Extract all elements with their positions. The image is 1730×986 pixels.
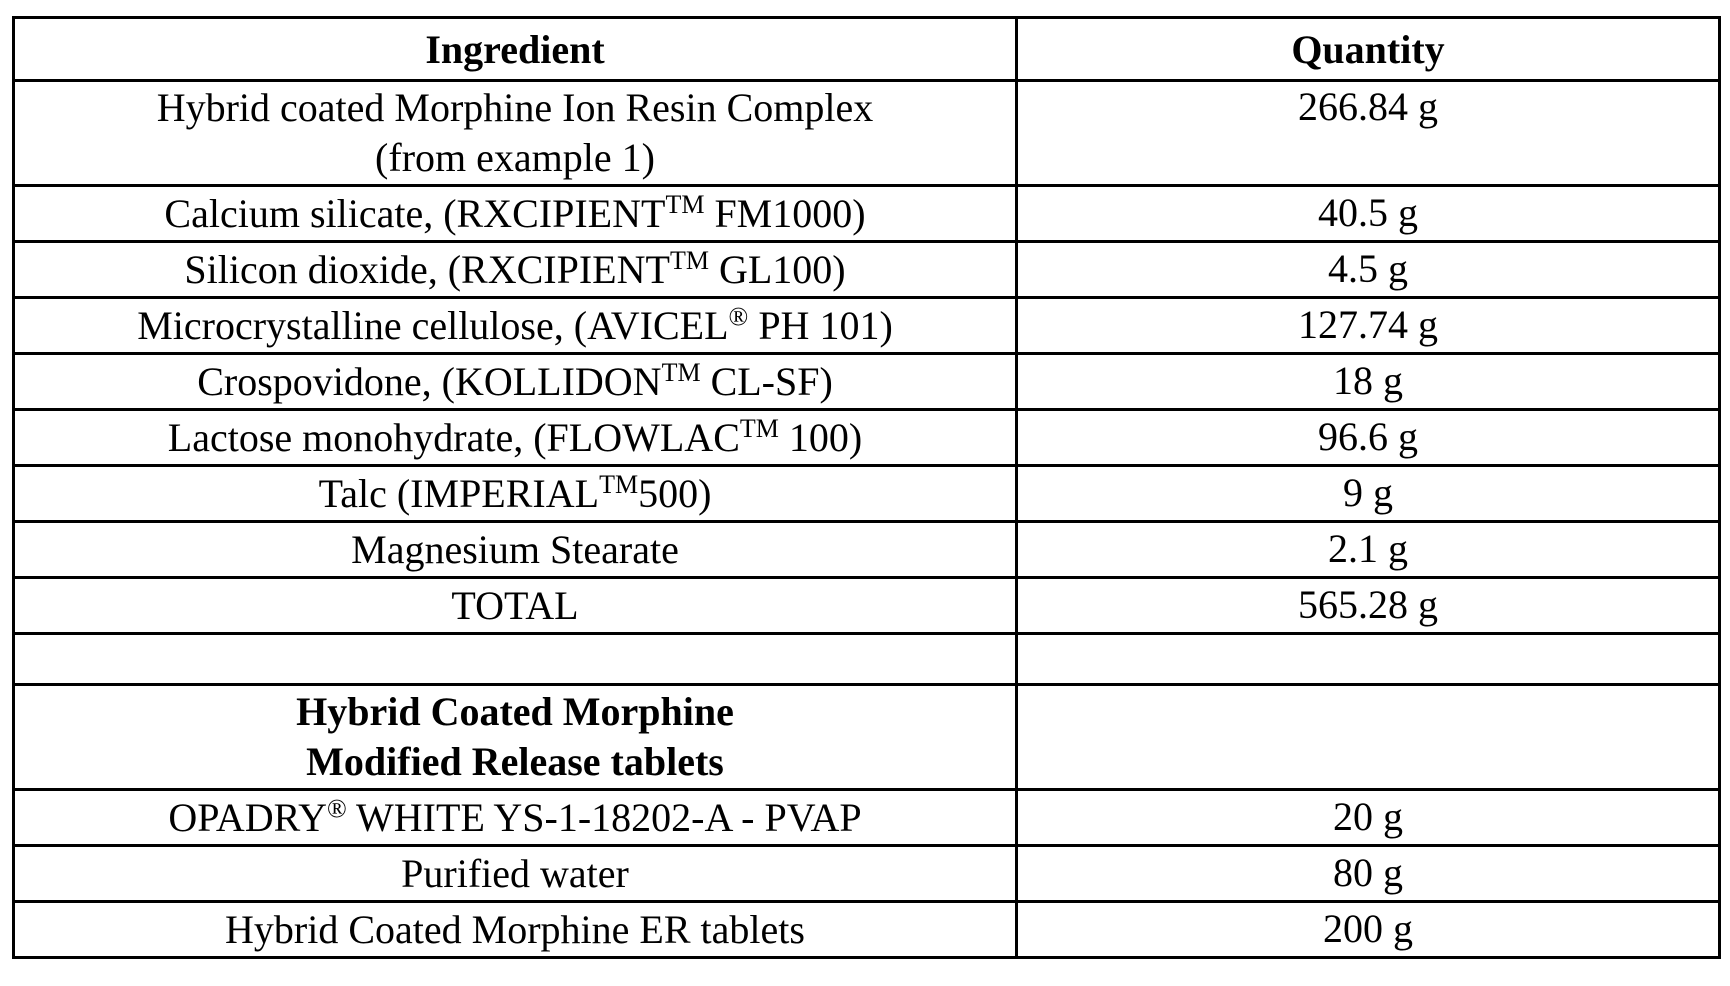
quantity-cell: 18 g (1015, 352, 1721, 411)
table-row: Microcrystalline cellulose, (AVICEL® PH … (12, 296, 1721, 355)
ingredient-cell: Magnesium Stearate (12, 520, 1018, 579)
quantity-cell: 127.74 g (1015, 296, 1721, 355)
trademark-mark: TM (599, 469, 639, 499)
ingredient-text: PH 101) (748, 302, 893, 348)
ingredient-text: Microcrystalline cellulose, (AVICEL (137, 302, 729, 348)
quantity-cell: 80 g (1015, 844, 1721, 903)
table-row: Purified water 80 g (12, 844, 1721, 903)
quantity-cell (1015, 632, 1721, 686)
quantity-cell: 2.1 g (1015, 520, 1721, 579)
trademark-mark: TM (739, 413, 779, 443)
table-header-row: Ingredient Quantity (12, 16, 1721, 82)
quantity-cell (1015, 683, 1721, 791)
ingredient-cell: Calcium silicate, (RXCIPIENTTM FM1000) (12, 184, 1018, 243)
quantity-cell: 40.5 g (1015, 184, 1721, 243)
ingredient-text: Silicon dioxide, (RXCIPIENT (184, 246, 670, 292)
table-row: Silicon dioxide, (RXCIPIENTTM GL100) 4.5… (12, 240, 1721, 299)
ingredient-cell: Microcrystalline cellulose, (AVICEL® PH … (12, 296, 1018, 355)
table-row: Hybrid Coated Morphine ER tablets 200 g (12, 900, 1721, 959)
ingredient-cell: Crospovidone, (KOLLIDONTM CL-SF) (12, 352, 1018, 411)
section-heading-line: Hybrid Coated Morphine (296, 689, 734, 734)
header-quantity: Quantity (1015, 16, 1721, 82)
quantity-cell: 9 g (1015, 464, 1721, 523)
table-row: Calcium silicate, (RXCIPIENTTM FM1000) 4… (12, 184, 1721, 243)
trademark-mark: TM (661, 357, 701, 387)
table-row: Hybrid coated Morphine Ion Resin Complex… (12, 79, 1721, 187)
ingredient-cell: Hybrid Coated Morphine ER tablets (12, 900, 1018, 959)
total-quantity-cell: 565.28 g (1015, 576, 1721, 635)
ingredient-text: Calcium silicate, (RXCIPIENT (164, 190, 666, 236)
ingredient-text: GL100) (708, 246, 846, 292)
table-row: Lactose monohydrate, (FLOWLACTM 100) 96.… (12, 408, 1721, 467)
section-heading-cell: Hybrid Coated Morphine Modified Release … (12, 683, 1018, 791)
quantity-cell: 4.5 g (1015, 240, 1721, 299)
table-row: Magnesium Stearate 2.1 g (12, 520, 1721, 579)
ingredient-line: Hybrid coated Morphine Ion Resin Complex (156, 85, 874, 130)
ingredient-cell: OPADRY® WHITE YS-1-18202-A - PVAP (12, 788, 1018, 847)
total-label-cell: TOTAL (12, 576, 1018, 635)
quantity-cell: 20 g (1015, 788, 1721, 847)
ingredient-text: CL-SF) (700, 358, 833, 404)
ingredient-text: Talc (IMPERIAL (318, 470, 600, 516)
ingredient-text: WHITE YS-1-18202-A - PVAP (346, 794, 862, 840)
registered-mark: ® (728, 301, 749, 331)
ingredient-text: 500) (638, 470, 712, 516)
ingredient-text: OPADRY (168, 794, 327, 840)
ingredient-cell: Silicon dioxide, (RXCIPIENTTM GL100) (12, 240, 1018, 299)
ingredient-text: 100) (778, 414, 863, 460)
ingredient-cell: Talc (IMPERIALTM500) (12, 464, 1018, 523)
header-ingredient: Ingredient (12, 16, 1018, 82)
ingredient-cell: Hybrid coated Morphine Ion Resin Complex… (12, 79, 1018, 187)
ingredient-cell: Purified water (12, 844, 1018, 903)
ingredient-cell: Lactose monohydrate, (FLOWLACTM 100) (12, 408, 1018, 467)
ingredient-cell (12, 632, 1018, 686)
ingredient-table: Ingredient Quantity Hybrid coated Morphi… (12, 16, 1721, 959)
ingredient-line: (from example 1) (375, 135, 655, 180)
section-heading-row: Hybrid Coated Morphine Modified Release … (12, 683, 1721, 791)
trademark-mark: TM (669, 245, 709, 275)
blank-row (12, 632, 1721, 686)
ingredient-text: Lactose monohydrate, (FLOWLAC (167, 414, 740, 460)
registered-mark: ® (327, 793, 347, 823)
section-heading-line: Modified Release tablets (306, 739, 724, 784)
quantity-cell: 266.84 g (1015, 79, 1721, 187)
ingredient-text: FM1000) (704, 190, 866, 236)
trademark-mark: TM (665, 189, 705, 219)
quantity-cell: 200 g (1015, 900, 1721, 959)
table-row: OPADRY® WHITE YS-1-18202-A - PVAP 20 g (12, 788, 1721, 847)
table-row: Talc (IMPERIALTM500) 9 g (12, 464, 1721, 523)
total-row: TOTAL 565.28 g (12, 576, 1721, 635)
table-row: Crospovidone, (KOLLIDONTM CL-SF) 18 g (12, 352, 1721, 411)
quantity-cell: 96.6 g (1015, 408, 1721, 467)
ingredient-text: Crospovidone, (KOLLIDON (197, 358, 662, 404)
